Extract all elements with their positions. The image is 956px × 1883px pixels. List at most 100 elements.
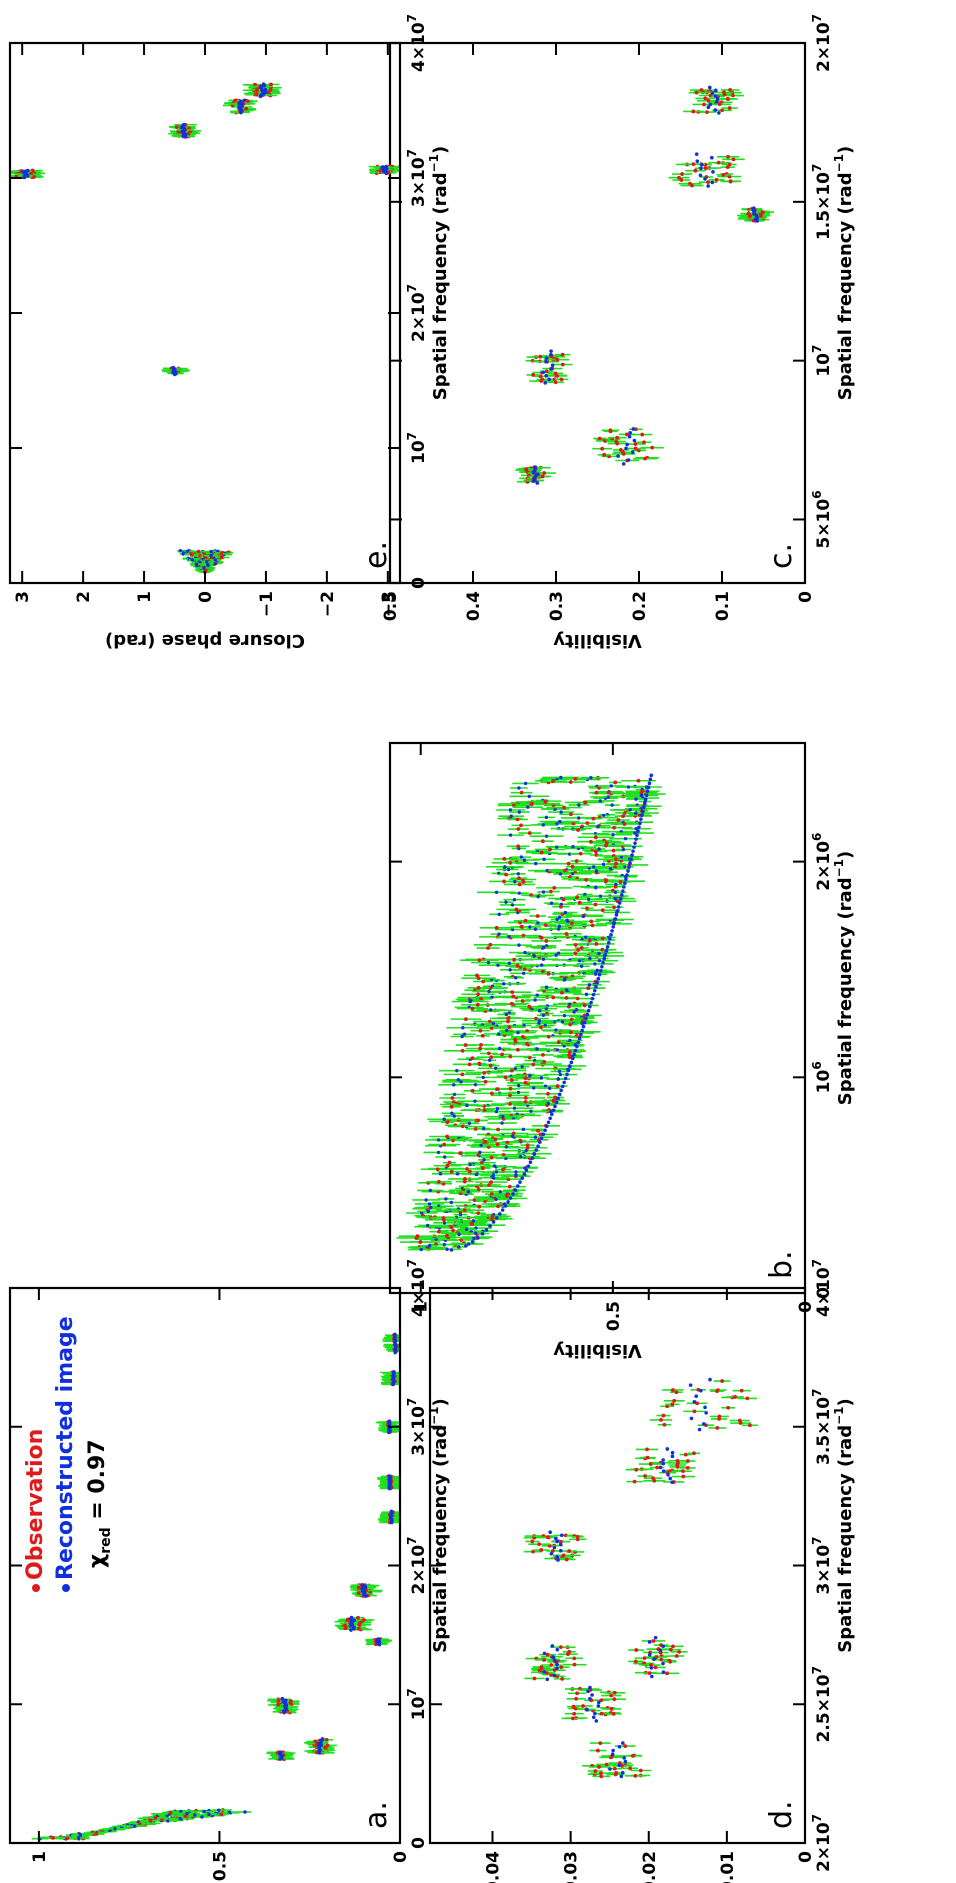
- model-point: [588, 1004, 592, 1009]
- data-point: [523, 1096, 528, 1100]
- model-point: [636, 829, 640, 833]
- observation-point: [603, 439, 607, 443]
- model-point: [555, 1666, 559, 1670]
- data-point: [418, 1240, 423, 1244]
- model-point: [552, 1545, 557, 1550]
- data-point: [594, 869, 599, 873]
- model-point: [555, 1662, 559, 1667]
- model-point: [263, 87, 268, 92]
- data-point: [445, 1134, 450, 1139]
- data-point: [477, 958, 482, 963]
- model-point: [646, 785, 651, 790]
- model-point: [602, 956, 607, 961]
- model-point: [688, 1383, 693, 1387]
- data-point: [475, 1002, 480, 1007]
- model-point: [522, 1172, 527, 1176]
- model-point: [715, 96, 720, 101]
- data-point: [489, 1026, 494, 1030]
- observation-point: [539, 1666, 544, 1670]
- model-point: [626, 458, 631, 462]
- data-point: [494, 890, 499, 894]
- model-point: [263, 90, 268, 95]
- observation-point: [636, 448, 641, 453]
- model-point: [534, 1148, 538, 1152]
- x-tick-label: 107: [810, 345, 834, 377]
- model-point: [532, 1152, 537, 1156]
- data-point: [455, 1068, 459, 1073]
- observation-point: [630, 1754, 635, 1758]
- data-point: [639, 793, 644, 798]
- data-point: [524, 1148, 528, 1153]
- data-point: [579, 964, 584, 968]
- data-point: [508, 860, 513, 865]
- data-point: [514, 1173, 518, 1177]
- data-point: [623, 836, 628, 841]
- x-tick-label: 107: [405, 1688, 429, 1720]
- data-point: [468, 1162, 472, 1167]
- observation-point: [739, 1388, 744, 1393]
- model-point: [280, 1696, 285, 1701]
- model-point: [503, 1204, 508, 1208]
- observation-point: [722, 92, 727, 97]
- data-point: [516, 872, 520, 876]
- data-point: [516, 1083, 521, 1088]
- model-point: [542, 1651, 547, 1656]
- observation-point: [608, 429, 613, 434]
- data-point: [551, 1098, 556, 1103]
- y-tick-label: −1: [257, 591, 277, 617]
- data-point: [509, 1068, 514, 1073]
- panel-label: d.: [764, 1800, 799, 1829]
- data-point: [555, 1048, 560, 1052]
- observation-point: [323, 1745, 328, 1750]
- model-point: [621, 889, 625, 893]
- data-point: [519, 790, 524, 795]
- data-point: [508, 833, 513, 837]
- data-point: [597, 786, 601, 790]
- model-point: [553, 1536, 558, 1541]
- x-tick-label: 3×107: [405, 1398, 429, 1456]
- data-point: [427, 1243, 432, 1248]
- model-point: [597, 972, 602, 977]
- data-point: [539, 935, 544, 940]
- observation-point: [745, 1396, 750, 1401]
- model-point: [594, 984, 598, 989]
- model-point: [649, 773, 654, 778]
- data-point: [482, 1070, 487, 1075]
- data-point: [514, 907, 519, 912]
- data-point: [544, 985, 549, 989]
- model-point: [544, 356, 549, 360]
- observation-point: [625, 432, 629, 437]
- data-point: [478, 1046, 482, 1051]
- model-point: [617, 1745, 622, 1749]
- model-point: [565, 1072, 569, 1077]
- data-point: [558, 819, 562, 824]
- data-point: [508, 1093, 512, 1098]
- y-tick-label: 0: [196, 591, 216, 603]
- model-point: [219, 1812, 224, 1817]
- model-point: [539, 1136, 544, 1141]
- data-point: [619, 855, 624, 860]
- data-point: [489, 1192, 494, 1197]
- data-point: [541, 890, 546, 894]
- model-point: [611, 1748, 615, 1753]
- data-point: [543, 799, 548, 804]
- data-point: [608, 867, 613, 871]
- model-point: [491, 1220, 496, 1224]
- data-point: [523, 1076, 528, 1081]
- y-tick-label: 1: [412, 1301, 432, 1313]
- model-point: [528, 1160, 533, 1164]
- data-point: [476, 976, 481, 981]
- data-point: [537, 1009, 542, 1013]
- observation-point: [655, 1465, 660, 1470]
- data-point: [539, 1025, 543, 1030]
- data-point: [495, 1087, 500, 1091]
- x-tick-label: 2×107: [405, 1536, 429, 1594]
- model-point: [536, 472, 540, 476]
- data-point: [190, 558, 195, 562]
- data-point: [178, 549, 183, 553]
- model-point: [202, 1809, 206, 1814]
- observation-point: [728, 88, 732, 92]
- data-point: [479, 1043, 483, 1047]
- model-point: [648, 777, 653, 782]
- y-axis-label: Visibility: [553, 1340, 642, 1361]
